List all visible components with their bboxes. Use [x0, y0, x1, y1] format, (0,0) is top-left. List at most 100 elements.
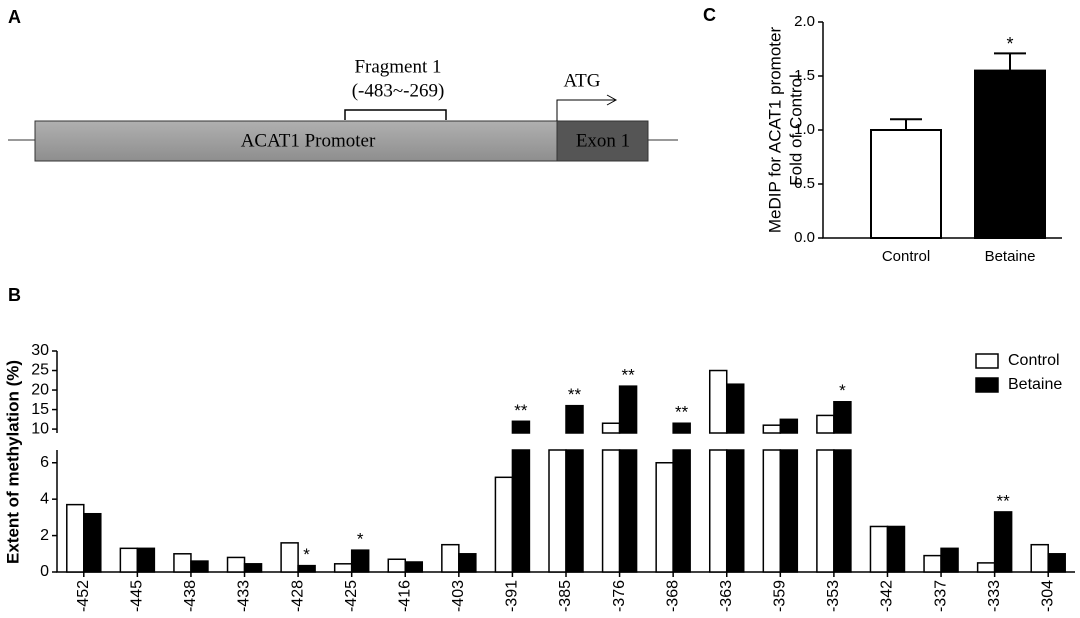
x-tick-label: -452 [75, 580, 92, 612]
y-tick-label: 25 [31, 362, 49, 379]
y-tick-label: 0.5 [794, 175, 815, 192]
y-tick-label: 0.0 [794, 229, 815, 246]
bar [83, 512, 102, 573]
y-tick-label: 1.5 [794, 67, 815, 84]
bar [458, 553, 477, 573]
x-tick-label: Control [882, 248, 930, 265]
bar [833, 401, 852, 434]
promoter-label: ACAT1 Promoter [241, 130, 376, 151]
x-tick-label: -433 [236, 580, 253, 612]
bar [708, 369, 728, 434]
significance: ** [997, 491, 1011, 510]
legend-swatch [975, 377, 999, 393]
bar [672, 449, 691, 573]
x-tick-label: Betaine [985, 248, 1036, 265]
bar [655, 461, 674, 573]
bar [387, 558, 407, 573]
x-tick-label: -416 [396, 580, 413, 612]
bar [441, 543, 460, 573]
bar [243, 563, 263, 573]
y-tick-label: 30 [31, 342, 49, 359]
y-tick-label: 1.0 [794, 121, 815, 138]
x-tick-label: -438 [182, 580, 199, 612]
atg-arrow [556, 94, 618, 121]
bar [762, 449, 782, 573]
x-tick-label: -391 [504, 580, 521, 612]
fragment-label: Fragment 1 [354, 56, 441, 77]
y-axis-label: Fold of Control [786, 74, 805, 186]
bar [725, 449, 745, 573]
panel-label: B [8, 285, 21, 305]
bar [816, 449, 835, 573]
fragment-bracket [344, 109, 447, 120]
x-tick-label: -337 [932, 580, 949, 612]
bar [333, 563, 353, 573]
significance: * [839, 381, 846, 400]
bar [976, 562, 996, 573]
x-tick-label: -376 [611, 580, 628, 612]
y-tick-label: 2 [40, 527, 49, 544]
y-tick-label: 15 [31, 401, 49, 418]
y-tick-label: 10 [31, 420, 49, 437]
bar [974, 69, 1046, 239]
atg-label: ATG [564, 70, 601, 91]
significance: ** [621, 366, 635, 385]
x-tick-label: -425 [343, 580, 360, 612]
significance: * [357, 530, 364, 549]
bar [280, 542, 299, 573]
x-tick-label: -403 [450, 580, 467, 612]
bar [297, 564, 316, 573]
x-tick-label: -385 [557, 580, 574, 612]
y-tick-label: 0 [40, 563, 49, 580]
bar [601, 422, 621, 434]
y-tick-label: 4 [40, 490, 49, 507]
significance: * [303, 545, 310, 564]
bar [618, 449, 638, 573]
y-tick-label: 2.0 [794, 13, 815, 30]
bar [511, 449, 531, 573]
bar [816, 414, 835, 434]
x-tick-label: -445 [129, 580, 146, 612]
bar [708, 449, 728, 573]
panel-label: C [703, 5, 716, 25]
bar [565, 449, 584, 573]
bar [548, 449, 567, 573]
bar [190, 560, 209, 573]
bar [779, 418, 799, 434]
fragment-range: (-483~-269) [352, 80, 445, 101]
bar [725, 383, 745, 434]
x-tick-label: -353 [825, 580, 842, 612]
x-tick-label: -428 [289, 580, 306, 612]
bar [993, 511, 1013, 573]
x-tick-label: -333 [986, 580, 1003, 612]
x-tick-label: -359 [772, 580, 789, 612]
bar [404, 561, 424, 573]
bar [886, 525, 906, 573]
significance: ** [514, 401, 528, 420]
bar [173, 553, 192, 573]
significance: ** [568, 385, 582, 404]
bar [66, 503, 85, 573]
promoter-diagram: ACAT1 Promoter Exon 1 Fragment 1 (-483~-… [8, 56, 678, 162]
bar [618, 385, 638, 434]
bar [226, 556, 246, 573]
bar [119, 547, 139, 573]
significance: ** [675, 403, 689, 422]
exon-label: Exon 1 [576, 130, 630, 151]
bar [565, 404, 584, 434]
bar [833, 449, 852, 573]
bar [869, 525, 889, 573]
y-axis-label: Extent of methylation (%) [3, 360, 22, 564]
bar [779, 449, 799, 573]
legend-label: Control [1008, 352, 1060, 369]
bar [136, 547, 156, 573]
bar [601, 449, 621, 573]
x-tick-label: -342 [879, 580, 896, 612]
bar [672, 422, 691, 434]
y-tick-label: 20 [31, 381, 49, 398]
bar [923, 554, 942, 573]
legend-swatch [975, 353, 999, 369]
bar [1047, 553, 1066, 573]
bar [940, 547, 959, 573]
